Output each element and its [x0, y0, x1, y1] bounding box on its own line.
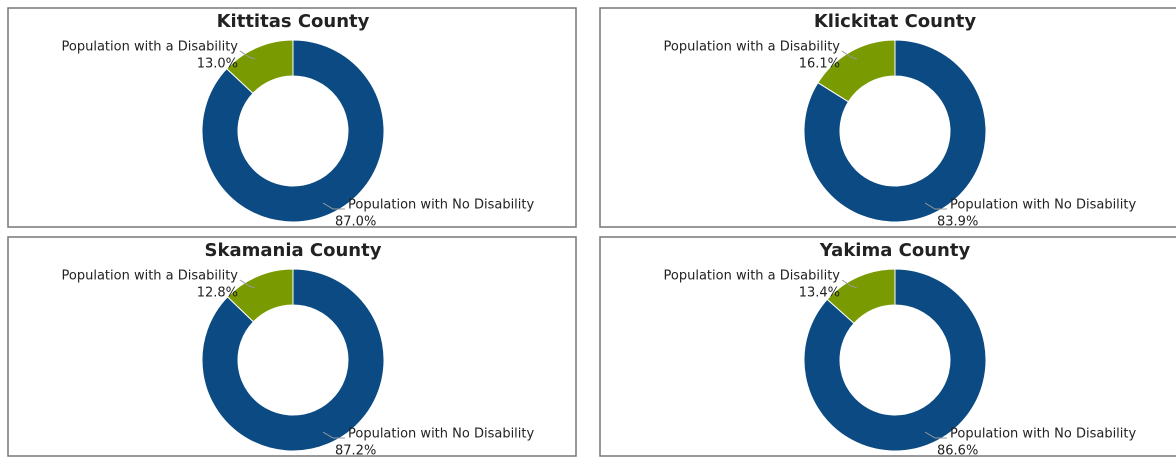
value-label: 86.6% [937, 444, 978, 458]
leader-line [239, 279, 256, 289]
value-label: 83.9% [937, 215, 978, 230]
leader-line [924, 431, 947, 439]
leader-line [841, 279, 858, 289]
slice-label: Population with No Disability [348, 198, 535, 213]
value-label: 13.4% [799, 286, 840, 301]
slice-label: Population with a Disability [664, 269, 841, 284]
slice-label: Population with a Disability [62, 40, 239, 55]
slice-label: Population with No Disability [950, 198, 1137, 213]
donut-slice [201, 39, 385, 223]
slice-label: Population with No Disability [950, 427, 1137, 442]
value-label: 12.8% [197, 286, 238, 301]
chart-title: Skamania County [205, 240, 382, 261]
chart-title: Kittitas County [217, 11, 370, 32]
value-label: 13.0% [197, 57, 238, 72]
slice-label: Population with a Disability [62, 269, 239, 284]
slice-label: Population with No Disability [348, 427, 535, 442]
value-label: 16.1% [799, 57, 840, 72]
leader-line [322, 431, 345, 439]
chart-title: Klickitat County [814, 11, 977, 32]
chart-title: Yakima County [819, 240, 971, 261]
donut-slice [803, 268, 987, 452]
slice-label: Population with a Disability [664, 40, 841, 55]
leader-line [322, 202, 345, 210]
leader-line [841, 50, 858, 60]
value-label: 87.2% [335, 444, 376, 458]
leader-line [239, 50, 256, 60]
leader-line [924, 202, 947, 210]
value-label: 87.0% [335, 215, 376, 230]
donut-slice [803, 39, 987, 223]
donut-slice [201, 268, 385, 452]
